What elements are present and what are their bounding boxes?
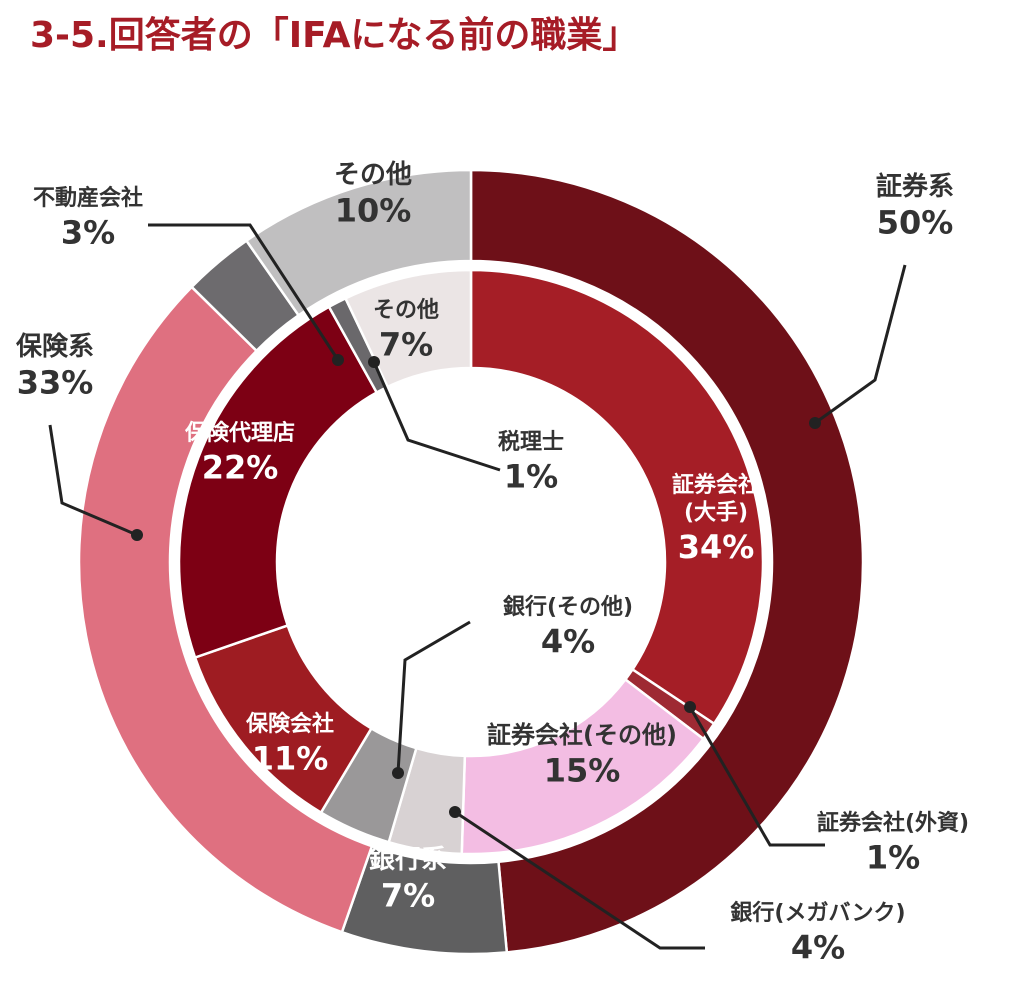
chart-title: 3-5.回答者の「IFAになる前の職業」 xyxy=(30,15,639,56)
inner-証券会社-その他--value: 15% xyxy=(544,751,621,789)
inner-銀行-メガバンク--leader-dot xyxy=(449,806,461,818)
outer-不動産会社-value: 3% xyxy=(61,213,115,251)
inner-証券会社-大手--value: 34% xyxy=(678,528,755,566)
outer-保険系-label: 保険系 33% xyxy=(15,331,94,401)
inner-税理士-label: 税理士 1% xyxy=(498,429,564,495)
inner-証券会社-外資--leader-line xyxy=(688,706,825,847)
outer-その他-value: 10% xyxy=(335,191,412,229)
outer-証券系-leader-dot xyxy=(809,417,821,429)
outer-証券系-leader-line xyxy=(814,264,907,425)
outer-証券系-value: 50% xyxy=(877,203,954,241)
inner-銀行-その他--label: 銀行(その他) 4% xyxy=(503,594,633,660)
inner-保険会社-label: 保険会社 11% xyxy=(245,711,334,777)
outer-銀行系-label: 銀行系 7% xyxy=(369,844,447,914)
inner-税理士-value: 1% xyxy=(504,457,558,495)
inner-証券会社-その他--label: 証券会社(その他) 15% xyxy=(487,721,677,789)
leader-lines xyxy=(48,223,907,950)
inner-保険代理店-label: 保険代理店 22% xyxy=(184,421,295,486)
inner-銀行-メガバンク--value: 4% xyxy=(791,928,845,966)
inner-銀行-その他--leader-line xyxy=(396,620,471,774)
outer-slice-2 xyxy=(77,285,374,934)
outer-証券系-label: 証券系 50% xyxy=(876,171,954,241)
inner-銀行-その他--leader-dot xyxy=(392,767,404,779)
outer-不動産会社-leader-dot xyxy=(332,354,344,366)
outer-不動産会社-leader-line xyxy=(148,223,340,361)
outer-保険系-leader-dot xyxy=(131,529,143,541)
inner-税理士-leader-line xyxy=(372,361,501,472)
inner-その他-label: その他 7% xyxy=(373,298,439,363)
inner-証券会社-外資--label: 証券会社(外資) 1% xyxy=(817,810,969,876)
outer-slice-4 xyxy=(244,168,473,318)
inner-証券会社-外資--leader-dot xyxy=(684,701,696,713)
inner-証券会社-外資--value: 1% xyxy=(866,838,920,876)
outer-slice-0 xyxy=(469,168,865,954)
outer-保険系-leader-line xyxy=(48,424,138,537)
inner-証券会社-大手--label: 証券会社(大手) 34% xyxy=(672,472,760,566)
outer-不動産会社-label: 不動産会社 3% xyxy=(33,185,143,251)
inner-税理士-leader-dot xyxy=(368,356,380,368)
inner-銀行-その他--value: 4% xyxy=(541,622,595,660)
outer-銀行系-value: 7% xyxy=(381,876,435,914)
inner-その他-value: 7% xyxy=(379,325,433,363)
inner-銀行-メガバンク--leader-line xyxy=(454,810,705,950)
inner-保険会社-value: 11% xyxy=(252,739,329,777)
outer-その他-label: その他 10% xyxy=(334,160,412,229)
inner-slice-0 xyxy=(469,268,765,726)
inner-slice-6 xyxy=(177,305,379,660)
inner-保険代理店-value: 22% xyxy=(202,448,279,486)
slice-labels: 証券系 50% 銀行系 7% 保険系 33% 不動産会社 3% その他 10% 証券会社(大手) 34… xyxy=(15,160,969,966)
outer-ring xyxy=(77,168,865,956)
outer-保険系-value: 33% xyxy=(17,363,94,401)
inner-銀行-メガバンク--label: 銀行(メガバンク) 4% xyxy=(730,900,905,966)
